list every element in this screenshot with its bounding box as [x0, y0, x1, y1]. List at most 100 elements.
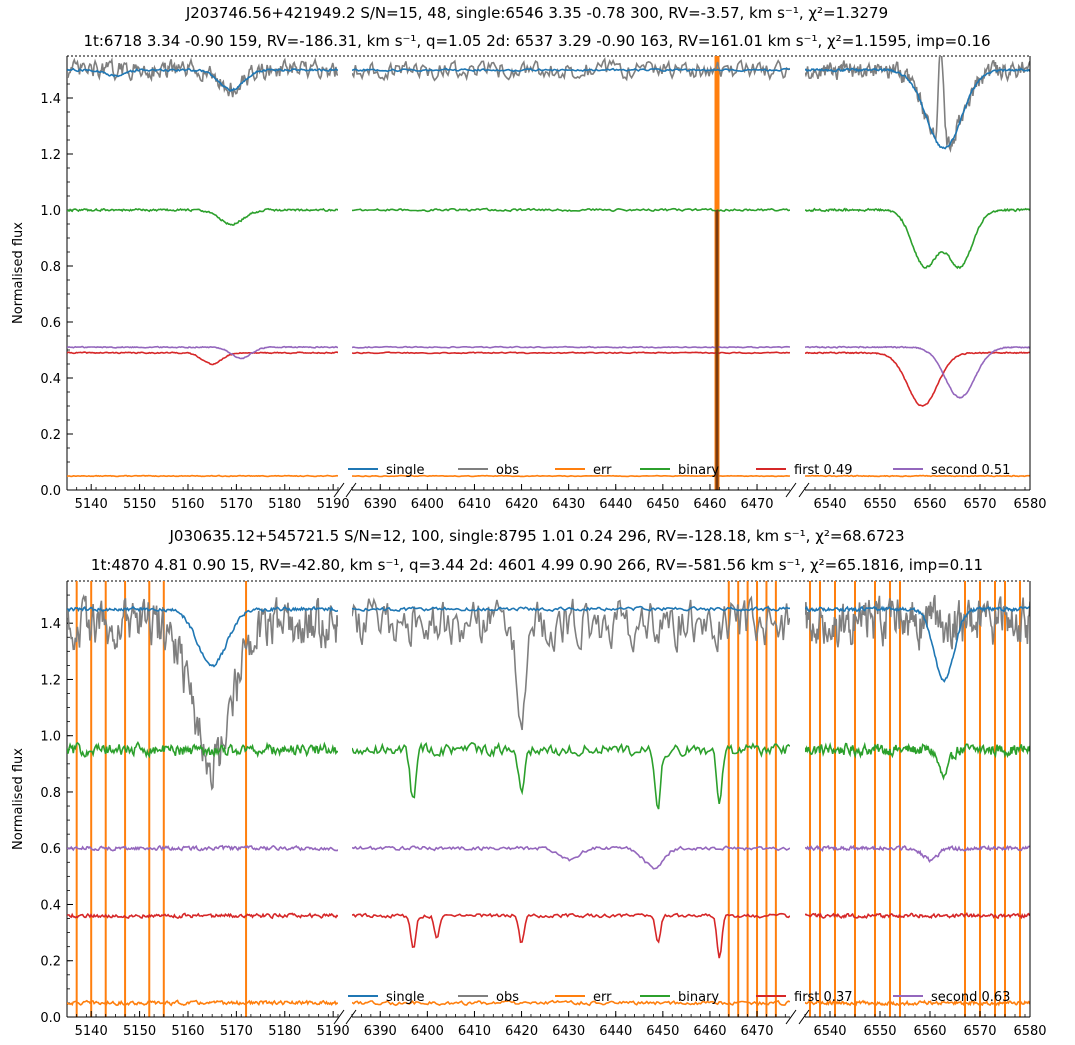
- series-second: [352, 345, 790, 349]
- series-first: [805, 351, 1030, 407]
- axis-break-mark: [345, 1009, 357, 1025]
- series-second: [805, 844, 1030, 863]
- segment-2: [352, 56, 790, 490]
- x-tick-label: 6440: [599, 1024, 632, 1039]
- y-tick-label: 1.0: [40, 730, 61, 745]
- y-tick-label: 1.2: [40, 673, 61, 688]
- series-binary: [352, 207, 790, 213]
- segment-1: [67, 581, 338, 1017]
- y-tick-label: 1.4: [40, 92, 61, 107]
- legend-label: obs: [496, 990, 519, 1005]
- x-tick-label: 5140: [75, 1024, 108, 1039]
- series-obs: [352, 57, 790, 82]
- x-tick-label: 6400: [411, 497, 444, 512]
- series-first: [67, 912, 338, 920]
- legend-label: err: [593, 463, 612, 478]
- x-tick-label: 6390: [364, 1024, 397, 1039]
- x-tick-label: 5140: [75, 497, 108, 512]
- x-tick-label: 6420: [505, 497, 538, 512]
- series-first: [67, 351, 338, 366]
- x-tick-label: 6540: [813, 1024, 846, 1039]
- y-tick-label: 0.0: [40, 484, 61, 499]
- y-axis-label: Normalised flux: [11, 222, 26, 324]
- x-tick-label: 6580: [1013, 497, 1046, 512]
- x-tick-label: 6410: [458, 1024, 491, 1039]
- series-single: [352, 67, 790, 73]
- y-tick-label: 1.2: [40, 148, 61, 163]
- x-tick-label: 6460: [693, 497, 726, 512]
- x-tick-label: 5190: [317, 1024, 350, 1039]
- x-tick-label: 6470: [740, 1024, 773, 1039]
- series-obs: [352, 595, 790, 731]
- legend-label: single: [386, 990, 425, 1005]
- y-tick-label: 0.2: [40, 428, 61, 443]
- x-tick-label: 5170: [220, 1024, 253, 1039]
- series-first: [805, 912, 1030, 920]
- series-second: [67, 844, 338, 852]
- series-err: [67, 474, 338, 478]
- legend-label: first 0.49: [794, 463, 852, 478]
- x-tick-label: 6430: [552, 1024, 585, 1039]
- chart-panel-1: J203746.56+421949.2 S/N=15, 48, single:6…: [11, 4, 1047, 512]
- x-tick-label: 6450: [646, 1024, 679, 1039]
- x-tick-label: 6400: [411, 1024, 444, 1039]
- x-tick-label: 6570: [963, 497, 996, 512]
- series-second: [67, 345, 338, 360]
- series-binary: [67, 740, 338, 759]
- axis-break-mark: [785, 482, 797, 498]
- series-single: [805, 605, 1030, 683]
- series-obs: [805, 56, 1030, 153]
- chart-title-line2: 1t:6718 3.34 -0.90 159, RV=-186.31, km s…: [83, 32, 990, 50]
- legend: single obs err binary first 0.37 second 0.63: [348, 990, 1010, 1005]
- x-tick-label: 6540: [813, 497, 846, 512]
- y-tick-label: 0.6: [40, 316, 61, 331]
- segment-1: [67, 57, 338, 478]
- x-tick-label: 6560: [913, 1024, 946, 1039]
- legend-label: binary: [678, 463, 719, 478]
- legend: single obs err binary first 0.49 second 0.51: [348, 463, 1010, 478]
- series-err: [352, 999, 790, 1007]
- series-obs: [67, 57, 338, 98]
- series-single: [805, 67, 1030, 150]
- chart-title-line2: 1t:4870 4.81 0.90 15, RV=-42.80, km s⁻¹,…: [91, 556, 983, 574]
- y-tick-label: 0.4: [40, 898, 61, 913]
- x-tick-label: 6550: [863, 497, 896, 512]
- segment-3: [805, 581, 1030, 1017]
- series-err: [805, 474, 1030, 478]
- y-tick-label: 0.8: [40, 786, 61, 801]
- y-tick-label: 0.6: [40, 842, 61, 857]
- legend-label: second 0.63: [931, 990, 1010, 1005]
- x-tick-label: 6440: [599, 497, 632, 512]
- series-binary: [805, 207, 1030, 270]
- y-tick-label: 0.2: [40, 955, 61, 970]
- x-tick-label: 6450: [646, 497, 679, 512]
- x-tick-label: 5160: [171, 497, 204, 512]
- x-tick-label: 5160: [171, 1024, 204, 1039]
- x-tick-label: 6470: [740, 497, 773, 512]
- legend-label: first 0.37: [794, 990, 852, 1005]
- axis-break-mark: [333, 1009, 345, 1025]
- legend-label: single: [386, 463, 425, 478]
- y-axis-label: Normalised flux: [11, 748, 26, 850]
- legend-label: obs: [496, 463, 519, 478]
- axis-break-mark: [798, 482, 810, 498]
- series-first: [352, 912, 790, 959]
- axis-break-mark: [798, 1009, 810, 1025]
- y-tick-label: 0.0: [40, 1011, 61, 1026]
- series-single: [352, 605, 790, 613]
- chart-title-line1: J030635.12+545721.5 S/N=12, 100, single:…: [169, 527, 905, 545]
- legend-label: binary: [678, 990, 719, 1005]
- legend-label: second 0.51: [931, 463, 1010, 478]
- x-tick-label: 6410: [458, 497, 491, 512]
- x-tick-label: 5180: [268, 497, 301, 512]
- series-binary: [67, 207, 338, 226]
- series-first: [352, 351, 790, 355]
- x-tick-label: 6580: [1013, 1024, 1046, 1039]
- segment-2: [352, 581, 790, 1017]
- series-binary: [352, 741, 790, 810]
- y-tick-label: 1.0: [40, 204, 61, 219]
- series-obs: [805, 594, 1030, 651]
- chart-title-line1: J203746.56+421949.2 S/N=15, 48, single:6…: [185, 4, 888, 22]
